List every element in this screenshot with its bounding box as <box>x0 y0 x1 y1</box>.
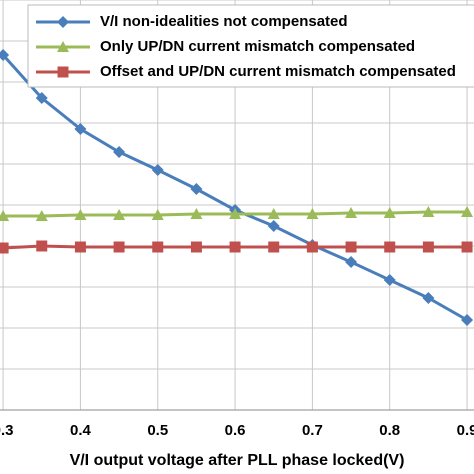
marker <box>345 207 358 218</box>
x-tick-label: 0.9 <box>457 422 474 439</box>
legend-marker <box>57 16 69 28</box>
marker <box>422 241 434 253</box>
marker <box>422 206 435 217</box>
marker <box>35 92 48 104</box>
marker <box>35 210 48 221</box>
x-tick-label: 0.3 <box>0 422 14 439</box>
marker <box>422 292 435 304</box>
marker <box>268 241 280 253</box>
marker <box>345 256 358 268</box>
marker <box>74 209 87 220</box>
marker <box>74 241 86 253</box>
legend-marker <box>57 66 69 78</box>
marker <box>190 183 203 195</box>
marker <box>461 206 474 217</box>
legend-box <box>27 4 474 88</box>
legend: V/I non-idealities not compensated Only U… <box>27 4 474 88</box>
marker <box>383 274 396 286</box>
marker <box>0 49 10 61</box>
marker <box>0 210 10 221</box>
marker <box>306 208 319 219</box>
marker <box>0 242 9 254</box>
x-axis-title: V/I output voltage after PLL phase locke… <box>70 452 405 469</box>
marker <box>36 240 48 252</box>
marker <box>74 123 87 135</box>
marker <box>461 241 473 253</box>
marker <box>113 241 125 253</box>
marker <box>306 241 318 253</box>
legend-label: V/I non-idealities not compensated <box>100 13 348 30</box>
marker <box>151 164 164 176</box>
marker <box>384 241 396 253</box>
marker <box>152 241 164 253</box>
legend-label: Only UP/DN current mismatch compensated <box>100 38 415 55</box>
x-tick-label: 0.6 <box>225 422 246 439</box>
marker <box>383 207 396 218</box>
marker <box>151 209 164 220</box>
marker <box>267 208 280 219</box>
marker <box>190 241 202 253</box>
legend-label: Offset and UP/DN current mismatch compen… <box>100 63 456 80</box>
marker <box>113 209 126 220</box>
marker <box>113 146 126 158</box>
x-tick-label: 0.7 <box>302 422 323 439</box>
x-tick-label: 0.4 <box>70 422 92 439</box>
marker <box>345 241 357 253</box>
marker <box>229 241 241 253</box>
legend-marker <box>57 41 69 52</box>
marker <box>190 208 203 219</box>
x-tick-label: 0.8 <box>379 422 400 439</box>
marker <box>229 208 242 219</box>
marker <box>267 220 280 232</box>
marker <box>461 314 474 326</box>
x-tick-label: 0.5 <box>147 422 168 439</box>
